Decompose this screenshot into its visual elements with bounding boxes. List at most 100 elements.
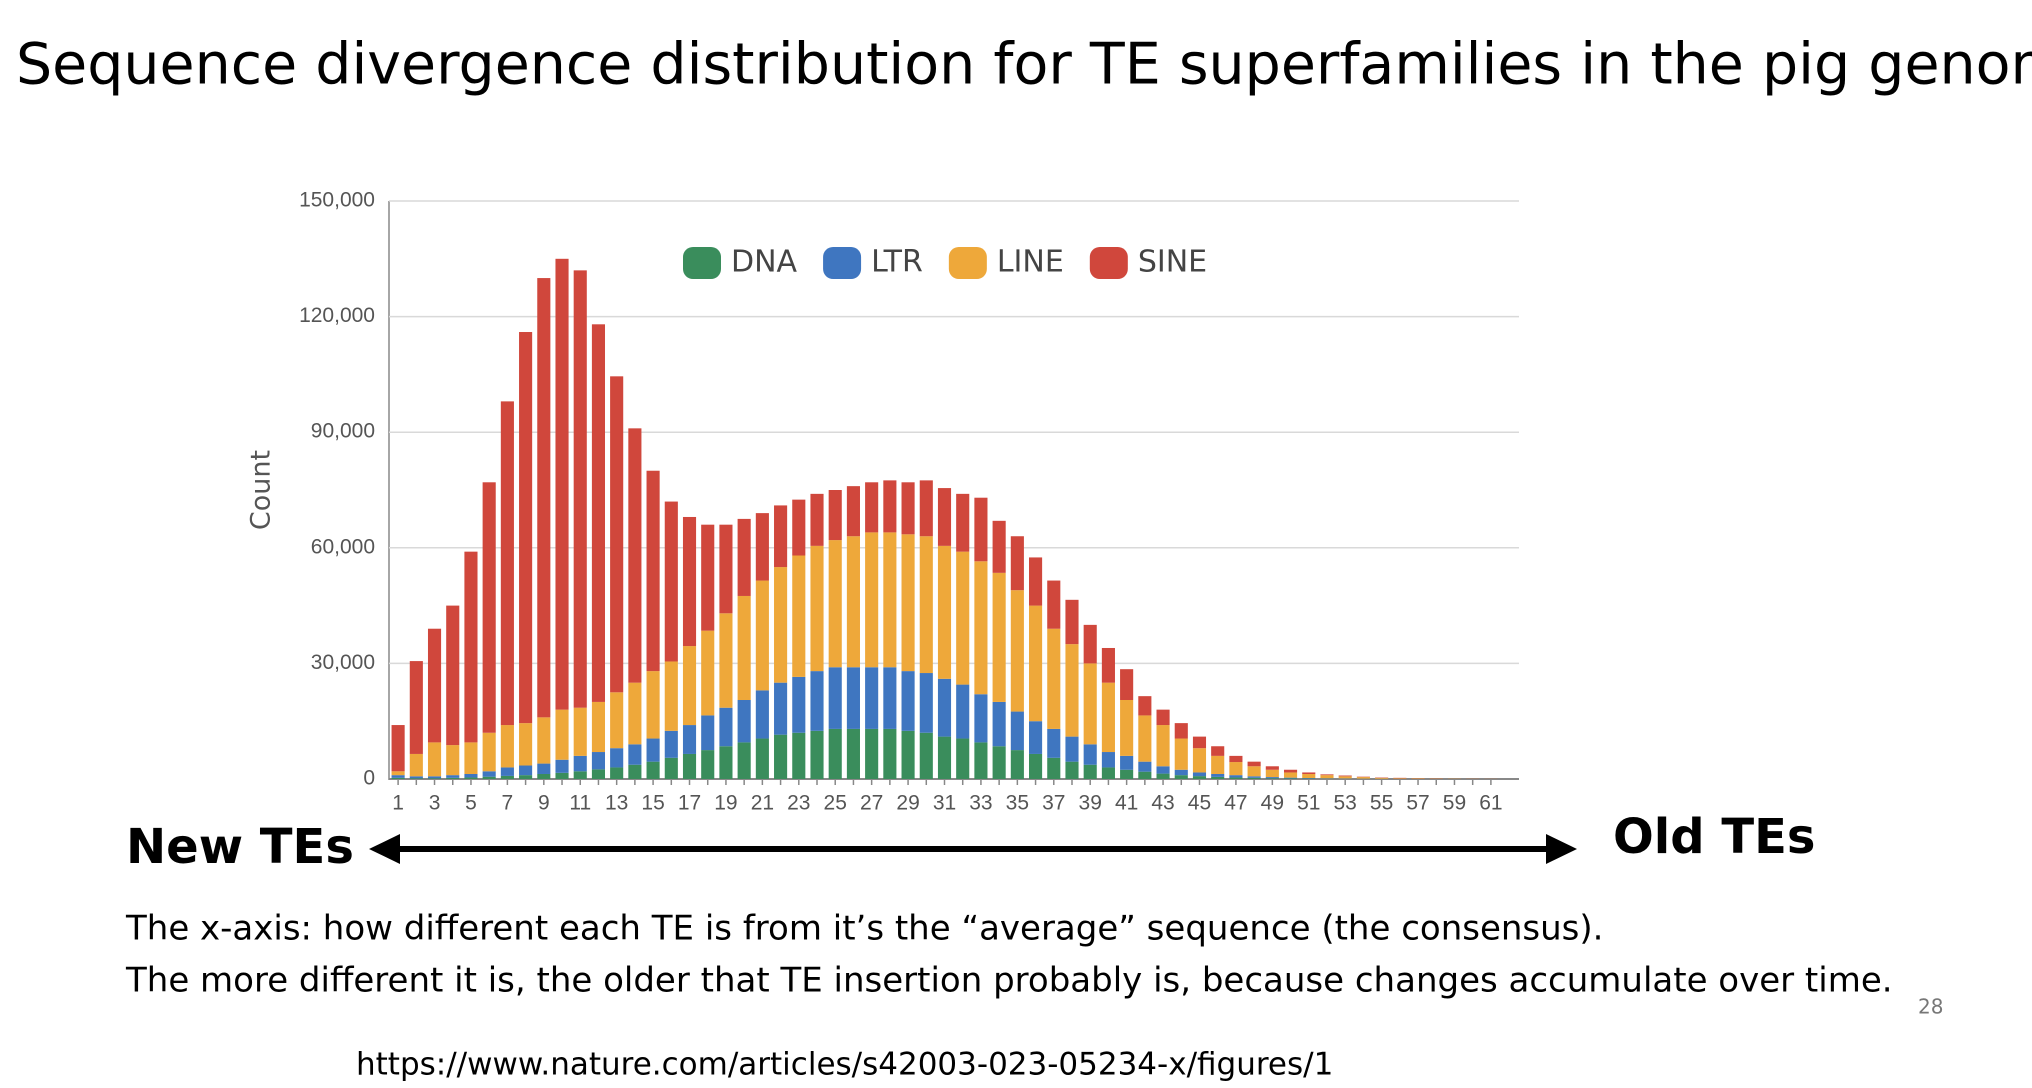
bar-segment — [537, 717, 551, 764]
bar-segment — [810, 493, 824, 546]
bar-segment — [1247, 776, 1261, 778]
bar-segment — [1247, 766, 1261, 777]
bar-segment — [409, 778, 423, 779]
bar-segment — [1138, 761, 1152, 772]
arrow-head-right — [1546, 834, 1577, 864]
bar-segment — [1156, 766, 1170, 774]
bar-segment — [555, 709, 569, 760]
x-tick-label: 41 — [1115, 792, 1138, 815]
bar-segment — [446, 777, 460, 779]
bar-segment — [937, 736, 952, 779]
bar-segment — [883, 480, 897, 533]
x-tick-label: 21 — [751, 792, 774, 815]
bar-segment — [1356, 777, 1370, 779]
bar-segment — [992, 701, 1006, 747]
bar-segment — [591, 324, 606, 702]
bar-segment — [1320, 774, 1334, 776]
bar-segment — [646, 470, 660, 672]
bar-segment — [427, 778, 442, 779]
x-tick-label: 3 — [429, 792, 441, 815]
bar-segment — [1247, 761, 1261, 767]
bar-segment — [956, 551, 970, 685]
x-tick-label: 1 — [392, 792, 404, 815]
bar-segment — [956, 493, 970, 552]
bar-segment — [701, 524, 715, 631]
bar-segment — [1247, 777, 1261, 779]
bar-segment — [1120, 700, 1134, 756]
bar-segment — [628, 744, 642, 765]
bar-segment — [628, 682, 642, 745]
bar-segment — [865, 532, 879, 668]
legend-swatch — [1089, 247, 1128, 279]
bar-segment — [810, 545, 824, 672]
bar-segment — [1138, 715, 1152, 762]
bar-segment — [646, 761, 660, 779]
x-tick-label: 15 — [641, 792, 664, 815]
x-tick-label: 53 — [1334, 792, 1357, 815]
caption-line: The more different it is, the older that… — [125, 961, 1893, 1001]
slide-title: Sequence divergence distribution for TE … — [16, 32, 2032, 98]
x-tick-label: 61 — [1479, 792, 1502, 815]
bar-segment — [682, 753, 697, 779]
bar-segment — [646, 671, 660, 739]
bar-segment — [1174, 775, 1188, 779]
bar-segment — [1192, 736, 1207, 749]
x-tick-label: 57 — [1406, 792, 1429, 815]
x-tick-label: 35 — [1006, 792, 1029, 815]
bar-segment — [464, 777, 478, 779]
bar-segment — [901, 730, 915, 779]
bar-segment — [573, 270, 587, 708]
bar-segment — [1065, 736, 1079, 762]
bar-segment — [901, 534, 915, 672]
bar-segment — [1265, 769, 1279, 778]
bar-segment — [1302, 772, 1316, 774]
bar-segment — [1283, 772, 1298, 778]
bar-segment — [755, 690, 769, 739]
bar-segment — [464, 742, 478, 774]
bar-segment — [537, 278, 551, 718]
bar-segment — [974, 561, 988, 695]
x-tick-label: 47 — [1224, 792, 1247, 815]
bar-segment — [409, 776, 423, 779]
bar-segment — [792, 676, 806, 733]
bar-segment — [1101, 647, 1115, 683]
x-tick-label: 19 — [714, 792, 737, 815]
bar-segment — [846, 728, 860, 779]
x-tick-label: 43 — [1151, 792, 1174, 815]
bar-segment — [937, 678, 952, 737]
bar-segment — [719, 707, 733, 747]
bar-segment — [992, 746, 1006, 779]
bar-segment — [682, 516, 697, 647]
bar-segment — [1065, 761, 1079, 779]
bar-segment — [446, 605, 460, 746]
bar-segment — [1229, 777, 1243, 779]
bar-segment — [1229, 775, 1243, 778]
bar-segment — [919, 480, 933, 537]
bar-segment — [1156, 709, 1170, 726]
bar-segment — [1320, 775, 1334, 779]
x-tick-label: 37 — [1042, 792, 1065, 815]
bar-segment — [828, 667, 842, 729]
x-tick-label: 31 — [933, 792, 956, 815]
bar-segment — [865, 728, 879, 779]
bar-segment — [1283, 769, 1298, 773]
bar-segment — [519, 332, 533, 724]
legend-swatch — [823, 247, 862, 279]
bar-segment — [391, 725, 405, 772]
y-tick-label: 90,000 — [311, 420, 375, 443]
bar-segment — [1065, 644, 1079, 737]
bar-segment — [974, 497, 988, 562]
bar-segment — [1229, 762, 1243, 776]
bar-segment — [591, 752, 606, 770]
x-tick-label: 59 — [1443, 792, 1466, 815]
bar-segment — [610, 767, 624, 779]
bar-segment — [1302, 773, 1316, 779]
bar-segment — [664, 730, 678, 758]
bar-segment — [519, 775, 533, 779]
x-tick-label: 27 — [860, 792, 883, 815]
bar-segment — [719, 746, 733, 779]
x-tick-label: 7 — [502, 792, 514, 815]
bar-segment — [1029, 557, 1043, 606]
x-tick-label: 49 — [1261, 792, 1284, 815]
bar-segment — [555, 772, 569, 779]
